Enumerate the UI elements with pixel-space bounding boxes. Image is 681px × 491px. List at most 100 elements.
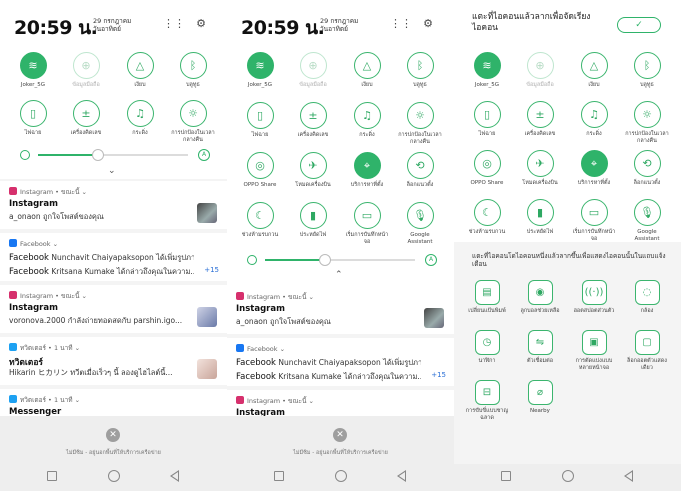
tile-calculator[interactable]: ± เครื่องคิดเลข xyxy=(290,102,336,139)
tile-oppo-share[interactable]: ◎ OPPO Share xyxy=(237,152,283,189)
brightness-track[interactable] xyxy=(38,149,188,161)
tile-bluetooth[interactable]: ᛒ บลูทูธ xyxy=(624,52,670,89)
tile-camera[interactable]: ◌ กล้อง xyxy=(624,280,670,315)
tile-car[interactable]: ⊟ การขับขี่แบบชาญฉลาด xyxy=(464,380,510,421)
tile-flashlight[interactable]: ▯ ไฟฉาย xyxy=(237,102,283,139)
more-count-badge[interactable]: +15 xyxy=(431,371,446,379)
tile-label: ประหยัดไฟ xyxy=(299,232,327,238)
collapse-chevron-icon[interactable]: ⌃ xyxy=(335,270,343,280)
clear-all-button[interactable]: ✕ xyxy=(333,428,347,442)
tile-night-light[interactable]: ☼ การปกป้องในเวลากลางคืน xyxy=(170,100,216,143)
tile-globe[interactable]: ⊕ ข้อมูลมือถือ xyxy=(63,52,109,89)
tile-bluetooth[interactable]: ᛒ บลูทูธ xyxy=(170,52,216,89)
tile-flashlight[interactable]: ▯ ไฟฉาย xyxy=(10,100,56,137)
gear-icon[interactable]: ⚙ xyxy=(423,17,433,30)
tile-rotation-lock[interactable]: ⟲ ล็อกแนวตั้ง xyxy=(397,152,443,189)
tile-clock[interactable]: ◷ นาฬิกา xyxy=(464,330,510,365)
tile-microphone[interactable]: 🎙 Google Assistant xyxy=(397,202,443,245)
tile-moon[interactable]: ☾ ช่วงห้ามรบกวน xyxy=(464,199,510,236)
edit-tiles-icon[interactable]: ⋮⋮ xyxy=(390,17,412,30)
tile-location[interactable]: ⌖ บริการหาที่ตั้ง xyxy=(344,152,390,189)
tile-label: ฮอตสปอตส่วนตัว xyxy=(573,308,615,314)
tile-calculator[interactable]: ± เครื่องคิดเลข xyxy=(63,100,109,137)
tile-connect[interactable]: ⇋ ตัวเชื่อมต่อ xyxy=(517,330,563,365)
expand-chevron-icon[interactable]: ⌄ xyxy=(108,166,116,176)
rotation-lock-icon: ⟲ xyxy=(633,150,661,177)
edit-tiles-icon[interactable]: ⋮⋮ xyxy=(163,17,185,30)
tile-hotspot[interactable]: ((·)) ฮอตสปอตส่วนตัว xyxy=(571,280,617,315)
notification-card[interactable]: Instagram • ขณะนี้ ⌄ Instagram a_onaon ถูก… xyxy=(0,181,227,229)
tile-label: Joker_5G xyxy=(20,82,46,88)
tile-battery[interactable]: ▮ ประหยัดไฟ xyxy=(517,199,563,236)
navigation-bar xyxy=(454,464,681,491)
tile-nearby[interactable]: ⌀ Nearby xyxy=(517,380,563,415)
tile-moon[interactable]: ☾ ช่วงห้ามรบกวน xyxy=(237,202,283,239)
brightness-knob[interactable] xyxy=(92,149,104,161)
tile-night-light[interactable]: ☼ การปกป้องในเวลากลางคืน xyxy=(397,102,443,145)
recents-button[interactable] xyxy=(274,471,284,481)
tile-flashlight[interactable]: ▯ ไฟฉาย xyxy=(464,101,510,138)
notification-card[interactable]: Instagram • ขณะนี้ ⌄ Instagram voronova.20… xyxy=(0,285,227,333)
back-button[interactable] xyxy=(624,470,633,482)
nearby-icon: ⌀ xyxy=(527,380,553,405)
tile-battery[interactable]: ▮ ประหยัดไฟ xyxy=(290,202,336,239)
tile-assist-ball[interactable]: ◉ ลูกบอลช่วยเหลือ xyxy=(517,280,563,315)
notification-card[interactable]: ทวิตเตอร์ • 1 นาที ⌄ ทวิตเตอร์ Hikarin ヒカリ… xyxy=(0,337,227,385)
tile-keyboard[interactable]: ▤ เปลี่ยนแป้นพิมพ์ xyxy=(464,280,510,315)
tile-screen-record[interactable]: ▭ เริ่มการบันทึกหน้าจอ xyxy=(344,202,390,245)
airplane-icon: ✈ xyxy=(299,152,327,179)
notification-text: a_onaon ถูกใจโพสต์ของคุณ xyxy=(9,212,104,221)
brightness-knob[interactable] xyxy=(319,254,331,266)
notification-message: Nunchavit Chaiyapaksopon ได้เพิ่มรูปภาพใ… xyxy=(278,358,421,367)
tile-bell[interactable]: ♫ กระดิ่ง xyxy=(117,100,163,137)
tile-globe[interactable]: ⊕ ข้อมูลมือถือ xyxy=(517,52,563,89)
tile-oppo-share[interactable]: ◎ OPPO Share xyxy=(464,150,510,187)
keyboard-icon: ▤ xyxy=(474,280,500,305)
notification-card[interactable]: Instagram • ขณะนี้ ⌄ Instagram a_onaon ถูก… xyxy=(227,286,454,334)
home-button[interactable] xyxy=(108,470,120,482)
recents-button[interactable] xyxy=(47,471,57,481)
back-button[interactable] xyxy=(170,470,179,482)
notification-card[interactable]: Facebook ⌄ Facebook Nunchavit Chaiyapakso… xyxy=(227,338,454,386)
tile-airplane[interactable]: ✈ โหมดเครื่องบิน xyxy=(517,150,563,187)
auto-brightness-toggle[interactable]: A xyxy=(425,254,437,266)
notification-sender: Facebook xyxy=(236,372,276,382)
clear-all-button[interactable]: ✕ xyxy=(106,428,120,442)
tile-bell[interactable]: ♫ กระดิ่ง xyxy=(571,101,617,138)
notification-sender: Facebook xyxy=(236,358,276,368)
tile-wifi[interactable]: ≋ Joker_5G xyxy=(237,52,283,89)
more-count-badge[interactable]: +15 xyxy=(204,266,219,274)
tile-wifi[interactable]: ≋ Joker_5G xyxy=(10,52,56,89)
tile-location[interactable]: ⌖ บริการหาที่ตั้ง xyxy=(571,150,617,187)
tile-lock[interactable]: ▢ ล็อกออตตัวแสดงเดียว xyxy=(624,330,670,371)
tile-rotation-lock[interactable]: ⟲ ล็อกแนวตั้ง xyxy=(624,150,670,187)
tile-bell-off[interactable]: △ เงียบ xyxy=(117,52,163,89)
notification-card[interactable]: Facebook ⌄ Facebook Nunchavit Chaiyapakso… xyxy=(0,233,227,281)
tile-calculator[interactable]: ± เครื่องคิดเลข xyxy=(517,101,563,138)
tile-screen-record[interactable]: ▭ เริ่มการบันทึกหน้าจอ xyxy=(571,199,617,242)
brightness-slider[interactable]: A xyxy=(20,149,210,161)
tile-wifi[interactable]: ≋ Joker_5G xyxy=(464,52,510,89)
tile-airplane[interactable]: ✈ โหมดเครื่องบิน xyxy=(290,152,336,189)
tile-bell-off[interactable]: △ เงียบ xyxy=(571,52,617,89)
auto-brightness-toggle[interactable]: A xyxy=(198,149,210,161)
tile-night-light[interactable]: ☼ การปกป้องในเวลากลางคืน xyxy=(624,101,670,144)
notification-app-header: Instagram • ขณะนี้ ⌄ xyxy=(9,291,87,301)
tile-bluetooth[interactable]: ᛒ บลูทูธ xyxy=(397,52,443,89)
home-button[interactable] xyxy=(562,470,574,482)
tile-bell[interactable]: ♫ กระดิ่ง xyxy=(344,102,390,139)
tile-microphone[interactable]: 🎙 Google Assistant xyxy=(624,199,670,242)
gear-icon[interactable]: ⚙ xyxy=(196,17,206,30)
tile-globe[interactable]: ⊕ ข้อมูลมือถือ xyxy=(290,52,336,89)
tile-label: การปกป้องในเวลากลางคืน xyxy=(171,130,215,143)
home-button[interactable] xyxy=(335,470,347,482)
brightness-track[interactable] xyxy=(265,254,415,266)
tile-bell-off[interactable]: △ เงียบ xyxy=(344,52,390,89)
tile-label: ช่วงห้ามรบกวน xyxy=(241,232,279,238)
tile-split-screen[interactable]: ▣ การตัดแบ่งแบบหลายหน้าจอ xyxy=(571,330,617,371)
recents-button[interactable] xyxy=(501,471,511,481)
hotspot-icon: ((·)) xyxy=(581,280,607,305)
back-button[interactable] xyxy=(397,470,406,482)
brightness-slider[interactable]: A xyxy=(247,254,437,266)
done-button[interactable]: ✓ xyxy=(617,17,661,33)
